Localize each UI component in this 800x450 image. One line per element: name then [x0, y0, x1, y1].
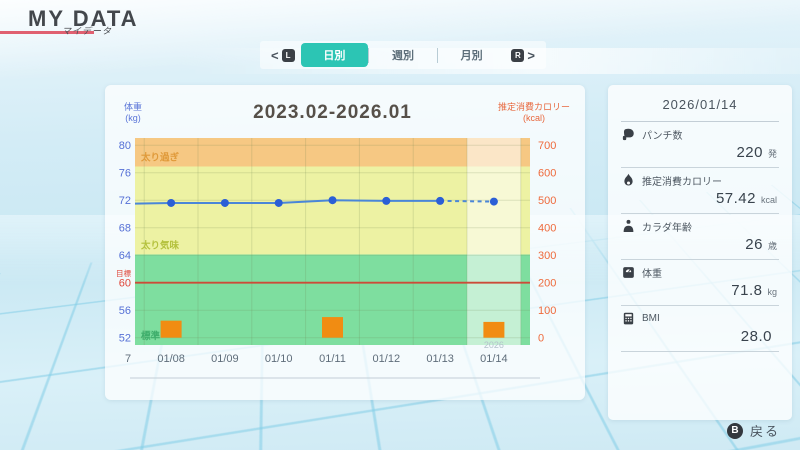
back-control[interactable]: B 戻る: [726, 421, 780, 440]
row-value: 71.8: [731, 282, 763, 299]
tab-daily[interactable]: 日別: [300, 43, 369, 67]
svg-text:100: 100: [538, 305, 556, 317]
svg-text:500: 500: [538, 195, 556, 207]
tab-separator: [368, 47, 370, 63]
svg-text:01/14: 01/14: [480, 353, 508, 365]
svg-text:2026: 2026: [484, 340, 504, 350]
bmi-row: BMI 28.0: [621, 306, 779, 352]
svg-text:01/07: 01/07: [105, 353, 131, 365]
svg-text:600: 600: [538, 168, 556, 180]
daily-detail-panel: 2026/01/14 パンチ数 220 発 推定消費カロリー 57.42 kcal …: [608, 85, 792, 420]
scale-icon: [623, 267, 634, 278]
punch-count-row: パンチ数 220 発: [621, 122, 779, 168]
svg-text:76: 76: [119, 168, 131, 180]
svg-text:01/10: 01/10: [265, 353, 293, 365]
svg-text:目標: 目標: [116, 268, 131, 278]
svg-text:01/08: 01/08: [157, 353, 185, 365]
row-unit: kcal: [760, 195, 777, 205]
svg-text:700: 700: [538, 140, 556, 152]
title-underline: [0, 31, 94, 34]
page-title: MY DATA: [28, 6, 139, 31]
row-value: 28.0: [740, 328, 772, 345]
svg-text:0: 0: [538, 333, 544, 345]
svg-text:01/12: 01/12: [373, 353, 401, 365]
svg-text:01/11: 01/11: [319, 353, 346, 365]
chart-title: 2023.02-2026.01: [253, 102, 412, 123]
period-tabbar: < L 日別 週別 月別 R >: [260, 41, 546, 69]
svg-text:標準: 標準: [141, 330, 161, 342]
svg-text:01/13: 01/13: [426, 353, 454, 365]
row-unit: 歳: [767, 241, 777, 251]
svg-text:80: 80: [119, 140, 131, 152]
boxing-glove-icon: [622, 128, 634, 141]
row-unit: kg: [767, 287, 777, 297]
b-button-icon[interactable]: B: [726, 422, 743, 439]
svg-text:68: 68: [119, 223, 131, 235]
left-axis-title: 体重 (kg): [123, 102, 142, 123]
calculator-icon: [623, 312, 634, 325]
body-age-icon: [623, 219, 634, 232]
body-age-row: カラダ年齢 26 歳: [621, 214, 779, 260]
row-value: 26: [745, 236, 763, 253]
next-chevron-icon[interactable]: >: [527, 47, 535, 63]
svg-text:64: 64: [119, 250, 131, 262]
svg-text:52: 52: [119, 333, 131, 345]
svg-text:60: 60: [119, 278, 131, 290]
row-unit: 発: [767, 149, 777, 159]
row-label: BMI: [642, 313, 660, 324]
weight-row: 体重 71.8 kg: [621, 260, 779, 306]
selected-date: 2026/01/14: [662, 97, 738, 112]
divider: [621, 121, 779, 122]
l-button-icon[interactable]: L: [281, 48, 295, 62]
prev-chevron-icon[interactable]: <: [271, 47, 279, 63]
chart-panel: 体重 (kg) 2023.02-2026.01 推定消費カロリー (kcal) …: [105, 85, 585, 400]
svg-text:太り気味: 太り気味: [141, 240, 180, 252]
row-value: 57.42: [715, 190, 756, 207]
svg-text:300: 300: [538, 250, 556, 262]
tab-separator: [436, 47, 438, 63]
flame-icon: [624, 173, 633, 186]
r-button-icon[interactable]: R: [511, 48, 525, 62]
row-label: 推定消費カロリー: [642, 177, 722, 188]
tab-weekly[interactable]: 週別: [392, 50, 414, 62]
svg-text:01/09: 01/09: [211, 353, 239, 365]
svg-text:72: 72: [119, 195, 131, 207]
tab-group: 日別 週別 月別: [300, 43, 506, 67]
row-label: パンチ数: [642, 131, 683, 142]
tab-monthly[interactable]: 月別: [460, 50, 483, 62]
back-label: 戻る: [749, 424, 780, 439]
svg-text:200: 200: [538, 278, 556, 290]
row-value: 220: [736, 144, 763, 161]
row-label: カラダ年齢: [642, 223, 692, 234]
right-axis-title: 推定消費カロリー (kcal): [497, 102, 570, 123]
page-subtitle: マイデータ: [62, 26, 113, 36]
svg-text:56: 56: [119, 305, 131, 317]
row-label: 体重: [642, 269, 662, 280]
svg-text:太り過ぎ: 太り過ぎ: [141, 152, 180, 164]
svg-text:400: 400: [538, 223, 556, 235]
calories-row: 推定消費カロリー 57.42 kcal: [621, 168, 779, 214]
